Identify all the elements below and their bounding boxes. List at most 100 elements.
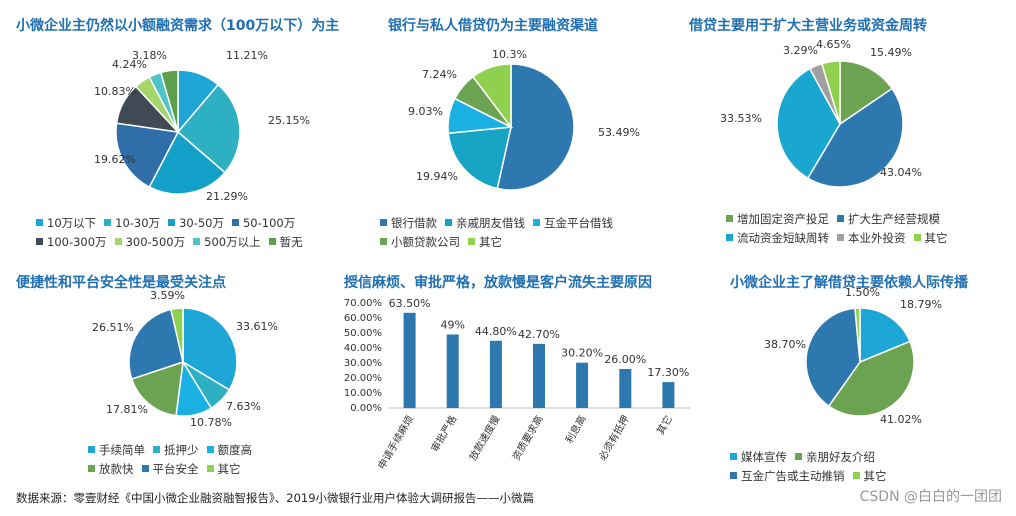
legend-item: 小额贷款公司	[380, 233, 460, 252]
bar	[576, 362, 589, 408]
legend-item: 50-100万	[231, 214, 296, 233]
data-label: 38.70%	[764, 338, 806, 351]
legend-label: 50-100万	[242, 216, 296, 230]
legend-item: 其它	[206, 460, 241, 479]
legend-item: 流动资金短缺周转	[726, 229, 829, 248]
legend-item: 30-50万	[168, 214, 224, 233]
legend-swatch-icon	[380, 219, 387, 226]
legend-label: 额度高	[217, 443, 253, 457]
y-tick-label: 70.00%	[344, 298, 382, 309]
legend-item: 亲戚朋友借钱	[445, 214, 525, 233]
legend-swatch-icon	[380, 238, 387, 245]
legend-item: 互金广告或主动推销	[730, 467, 845, 486]
pie-slice-2	[176, 83, 241, 174]
data-label: 43.04%	[880, 166, 922, 179]
legend-swatch-icon	[141, 465, 149, 472]
data-label: 41.02%	[880, 413, 922, 426]
pie-slice-1	[839, 60, 894, 126]
legend-item: 10万以下	[36, 214, 96, 233]
data-label: 10.83%	[94, 85, 136, 98]
legend-label: 其它	[924, 231, 948, 245]
legend-label: 10-30万	[115, 216, 161, 230]
chart-title: 银行与私人借贷仍为主要融资渠道	[388, 18, 598, 34]
legend-swatch-icon	[726, 215, 733, 222]
legend-label: 扩大生产经营规模	[848, 212, 940, 226]
y-tick-label: 20.00%	[344, 373, 382, 384]
data-label: 4.65%	[816, 38, 851, 51]
legend-swatch-icon	[730, 453, 737, 460]
source-note: 数据来源：零壹财经《中国小微企业融资融智报告》、2019小微银行业用户体验大调研…	[16, 491, 535, 505]
legend-swatch-icon	[88, 465, 95, 472]
pie-slice-1	[496, 63, 575, 191]
legend-label: 亲朋好友介绍	[806, 450, 875, 464]
bar	[619, 369, 632, 408]
data-label: 53.49%	[598, 126, 640, 139]
bar-value-label: 26.00%	[604, 353, 646, 366]
bar-value-label: 49%	[440, 319, 464, 332]
legend: 增加固定资产投足 扩大生产经营规模流动资金短缺周转 本业外投资 其它	[726, 210, 996, 248]
legend-item: 媒体宣传	[730, 448, 787, 467]
data-label: 11.21%	[226, 49, 268, 62]
legend-item: 其它	[468, 233, 502, 252]
legend-label: 互金平台借钱	[544, 216, 613, 230]
data-label: 7.24%	[422, 68, 457, 81]
legend-item: 本业外投资	[837, 229, 906, 248]
data-label: 3.59%	[150, 289, 185, 302]
legend-swatch-icon	[36, 238, 43, 245]
legend-item: 额度高	[206, 441, 253, 460]
legend-swatch-icon	[36, 219, 43, 226]
bar	[533, 343, 545, 408]
pie-slice-3	[805, 307, 861, 408]
legend-label: 暂无	[279, 235, 303, 249]
data-label: 33.53%	[720, 112, 762, 125]
legend-item: 手续简单	[88, 441, 145, 460]
pie-slice-5	[471, 63, 512, 130]
legend-swatch-icon	[837, 234, 844, 241]
pie-slice-6	[170, 307, 184, 363]
legend-label: 媒体宣传	[741, 450, 787, 464]
legend-label: 其它	[479, 235, 502, 249]
legend-swatch-icon	[168, 219, 176, 226]
pie-slice-4	[854, 307, 861, 363]
legend-item: 抵押少	[153, 441, 199, 460]
data-label: 9.03%	[408, 105, 443, 118]
y-tick-label: 0.00%	[350, 403, 382, 414]
y-tick-label: 50.00%	[344, 328, 382, 339]
legend-item: 放款快	[88, 460, 134, 479]
bar	[662, 382, 675, 408]
legend-label: 手续简单	[99, 443, 145, 457]
legend: 媒体宣传 亲朋好友介绍互金广告或主动推销 其它	[730, 448, 990, 486]
y-tick-label: 60.00%	[344, 313, 382, 324]
legend-item: 平台安全	[141, 460, 199, 479]
data-label: 26.51%	[92, 321, 134, 334]
pie-slice-2	[447, 126, 512, 190]
data-label: 17.81%	[106, 403, 148, 416]
data-label: 1.50%	[845, 286, 880, 299]
legend-item: 500万以上	[193, 233, 261, 252]
bar	[403, 312, 416, 409]
legend-label: 其它	[217, 462, 241, 476]
legend-label: 10万以下	[47, 216, 97, 230]
legend-label: 100-300万	[47, 235, 107, 249]
legend-swatch-icon	[913, 234, 921, 241]
legend-item: 其它	[852, 467, 887, 486]
legend-swatch-icon	[445, 219, 452, 226]
legend-label: 银行借款	[391, 216, 437, 230]
bar-value-label: 63.50%	[389, 297, 431, 310]
legend-item: 扩大生产经营规模	[837, 210, 940, 229]
pie-slice-5	[128, 308, 184, 381]
data-label: 10.78%	[190, 416, 232, 429]
chart-title: 借贷主要用于扩大主营业务或资金周转	[689, 18, 927, 34]
legend-label: 亲戚朋友借钱	[456, 216, 525, 230]
legend-item: 银行借款	[380, 214, 437, 233]
legend-swatch-icon	[726, 234, 733, 241]
legend-swatch-icon	[852, 472, 860, 479]
bar-value-label: 44.80%	[475, 325, 517, 338]
data-label: 3.18%	[132, 49, 167, 62]
legend-label: 小额贷款公司	[391, 235, 460, 249]
data-label: 19.62%	[94, 153, 136, 166]
data-label: 25.15%	[268, 114, 310, 127]
data-label: 21.29%	[206, 190, 248, 203]
